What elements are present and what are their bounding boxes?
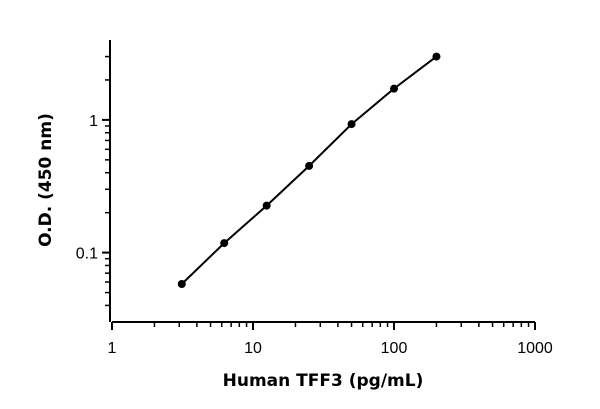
x-tick-label: 100 bbox=[381, 340, 408, 357]
y-tick-label: 1 bbox=[89, 113, 98, 130]
data-point bbox=[432, 52, 441, 61]
x-axis-title: Human TFF3 (pg/mL) bbox=[223, 371, 424, 391]
data-point bbox=[262, 201, 271, 210]
data-point bbox=[177, 280, 186, 289]
y-tick-label: 0.1 bbox=[76, 246, 98, 263]
data-point bbox=[390, 84, 398, 93]
x-tick-label: 1000 bbox=[517, 340, 553, 357]
data-point bbox=[305, 161, 314, 170]
y-axis-title: O.D. (450 nm) bbox=[36, 113, 56, 247]
x-tick-label: 10 bbox=[244, 340, 262, 357]
axes: 1 10 100 1000 0.1 1 bbox=[76, 40, 553, 357]
fit-line bbox=[181, 55, 438, 285]
series-layer bbox=[177, 52, 441, 289]
x-tick-label: 1 bbox=[108, 340, 117, 357]
data-point bbox=[347, 120, 356, 129]
data-point bbox=[220, 239, 229, 248]
